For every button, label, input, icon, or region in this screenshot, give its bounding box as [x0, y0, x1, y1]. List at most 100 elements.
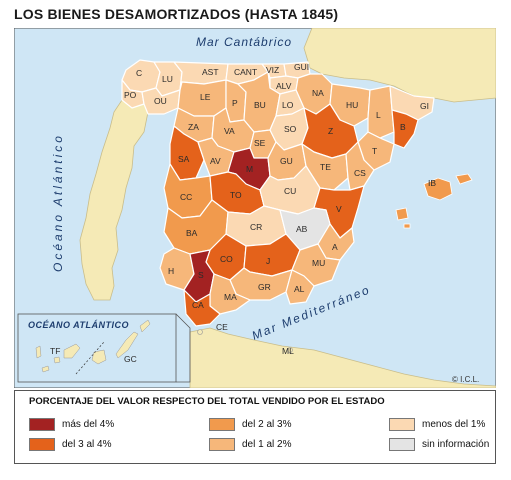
- legend-item-mas-4: más del 4%: [29, 417, 114, 431]
- label-GU: GU: [280, 156, 293, 166]
- province-CA: [183, 289, 221, 327]
- province-B: [391, 109, 419, 149]
- sea-label-atlantico-inset: OCÉANO ATLÁNTICO: [28, 320, 129, 330]
- legend-label: menos del 1%: [422, 418, 486, 430]
- label-GC: GC: [124, 354, 137, 364]
- label-SA: SA: [178, 154, 190, 164]
- spain-map: Mar Cantábrico Océano Atlántico Mar Medi…: [14, 28, 496, 388]
- legend-item-3-4: del 3 al 4%: [29, 437, 111, 451]
- fuerteventura: [115, 331, 139, 359]
- mallorca: [423, 177, 453, 201]
- lanzarote: [139, 319, 151, 333]
- province-divider: [75, 341, 105, 375]
- canary-inset: [17, 313, 191, 383]
- label-TO: TO: [230, 190, 242, 200]
- label-IB: IB: [428, 178, 436, 188]
- legend-swatch: [209, 417, 235, 431]
- label-P: P: [232, 98, 238, 108]
- label-HU: HU: [346, 100, 358, 110]
- label-L: L: [376, 110, 381, 120]
- la-palma: [35, 345, 42, 359]
- label-MU: MU: [312, 258, 325, 268]
- la-gomera: [53, 356, 61, 364]
- gran-canaria: [91, 349, 107, 365]
- label-AB: AB: [296, 224, 308, 234]
- provinces-layer: [121, 59, 435, 327]
- label-NA: NA: [312, 88, 324, 98]
- legend: PORCENTAJE DEL VALOR RESPECTO DEL TOTAL …: [14, 390, 496, 464]
- province-CS: [345, 141, 375, 191]
- inset-corner-edge: [175, 313, 191, 383]
- label-AST: AST: [202, 67, 219, 77]
- legend-item-1-2: del 1 al 2%: [209, 437, 291, 451]
- label-BA: BA: [186, 228, 198, 238]
- label-A: A: [332, 242, 338, 252]
- portugal-land: [79, 93, 149, 301]
- label-PO: PO: [124, 90, 137, 100]
- label-TF: TF: [50, 346, 60, 356]
- label-CS: CS: [354, 168, 366, 178]
- label-VIZ: VIZ: [266, 65, 279, 75]
- el-hierro: [41, 365, 50, 373]
- label-TE: TE: [320, 162, 331, 172]
- menorca: [455, 173, 473, 185]
- legend-swatch: [389, 417, 415, 431]
- label-VA: VA: [224, 126, 235, 136]
- label-T: T: [372, 146, 377, 156]
- label-CANT: CANT: [234, 67, 257, 77]
- label-CO: CO: [220, 254, 233, 264]
- label-V: V: [336, 204, 342, 214]
- copyright-text: © I.C.L.: [452, 375, 479, 384]
- label-CU: CU: [284, 186, 296, 196]
- legend-label: más del 4%: [62, 418, 115, 430]
- legend-label: sin información: [422, 438, 490, 450]
- france-land: [303, 28, 496, 103]
- label-CR: CR: [250, 222, 262, 232]
- legend-item-sin-info: sin información: [389, 437, 489, 451]
- legend-label: del 1 al 2%: [242, 438, 292, 450]
- label-M: M: [246, 164, 253, 174]
- label-CC: CC: [180, 192, 192, 202]
- label-ZA: ZA: [188, 122, 199, 132]
- label-J: J: [266, 256, 270, 266]
- legend-label: del 2 al 3%: [242, 418, 292, 430]
- label-GUI: GUI: [294, 62, 309, 72]
- label-GR: GR: [258, 282, 271, 292]
- legend-title: PORCENTAJE DEL VALOR RESPECTO DEL TOTAL …: [29, 396, 385, 407]
- label-GI: GI: [420, 101, 429, 111]
- sea-label-atlantico: Océano Atlántico: [51, 133, 65, 272]
- label-AV: AV: [210, 156, 221, 166]
- tenerife: [63, 343, 81, 359]
- map-title: LOS BIENES DESAMORTIZADOS (HASTA 1845): [14, 6, 339, 22]
- ibiza: [395, 207, 409, 221]
- label-H: H: [168, 266, 174, 276]
- label-LE: LE: [200, 92, 211, 102]
- label-ML: ML: [282, 346, 294, 356]
- legend-item-menos-1: menos del 1%: [389, 417, 485, 431]
- label-AL: AL: [294, 284, 305, 294]
- africa-land: [189, 327, 496, 388]
- label-LU: LU: [162, 74, 173, 84]
- label-B: B: [400, 122, 406, 132]
- label-C: C: [136, 68, 142, 78]
- label-CA: CA: [192, 300, 204, 310]
- label-MA: MA: [224, 292, 237, 302]
- label-LO: LO: [282, 100, 294, 110]
- legend-swatch: [209, 437, 235, 451]
- label-CE: CE: [216, 322, 228, 332]
- label-S: S: [198, 270, 204, 280]
- label-Z: Z: [328, 126, 333, 136]
- label-BU: BU: [254, 100, 266, 110]
- sea-label-cantabrico: Mar Cantábrico: [196, 35, 292, 49]
- legend-item-2-3: del 2 al 3%: [209, 417, 291, 431]
- province-AL: [285, 269, 315, 305]
- province-labels: C LU PO OU AST CANT VIZ GUI ALV NA LE P …: [50, 62, 436, 364]
- legend-label: del 3 al 4%: [62, 438, 112, 450]
- legend-swatch: [29, 417, 55, 431]
- label-SO: SO: [284, 124, 297, 134]
- label-SE: SE: [254, 138, 266, 148]
- ceuta-land: [197, 329, 203, 335]
- formentera: [403, 223, 411, 229]
- label-OU: OU: [154, 96, 167, 106]
